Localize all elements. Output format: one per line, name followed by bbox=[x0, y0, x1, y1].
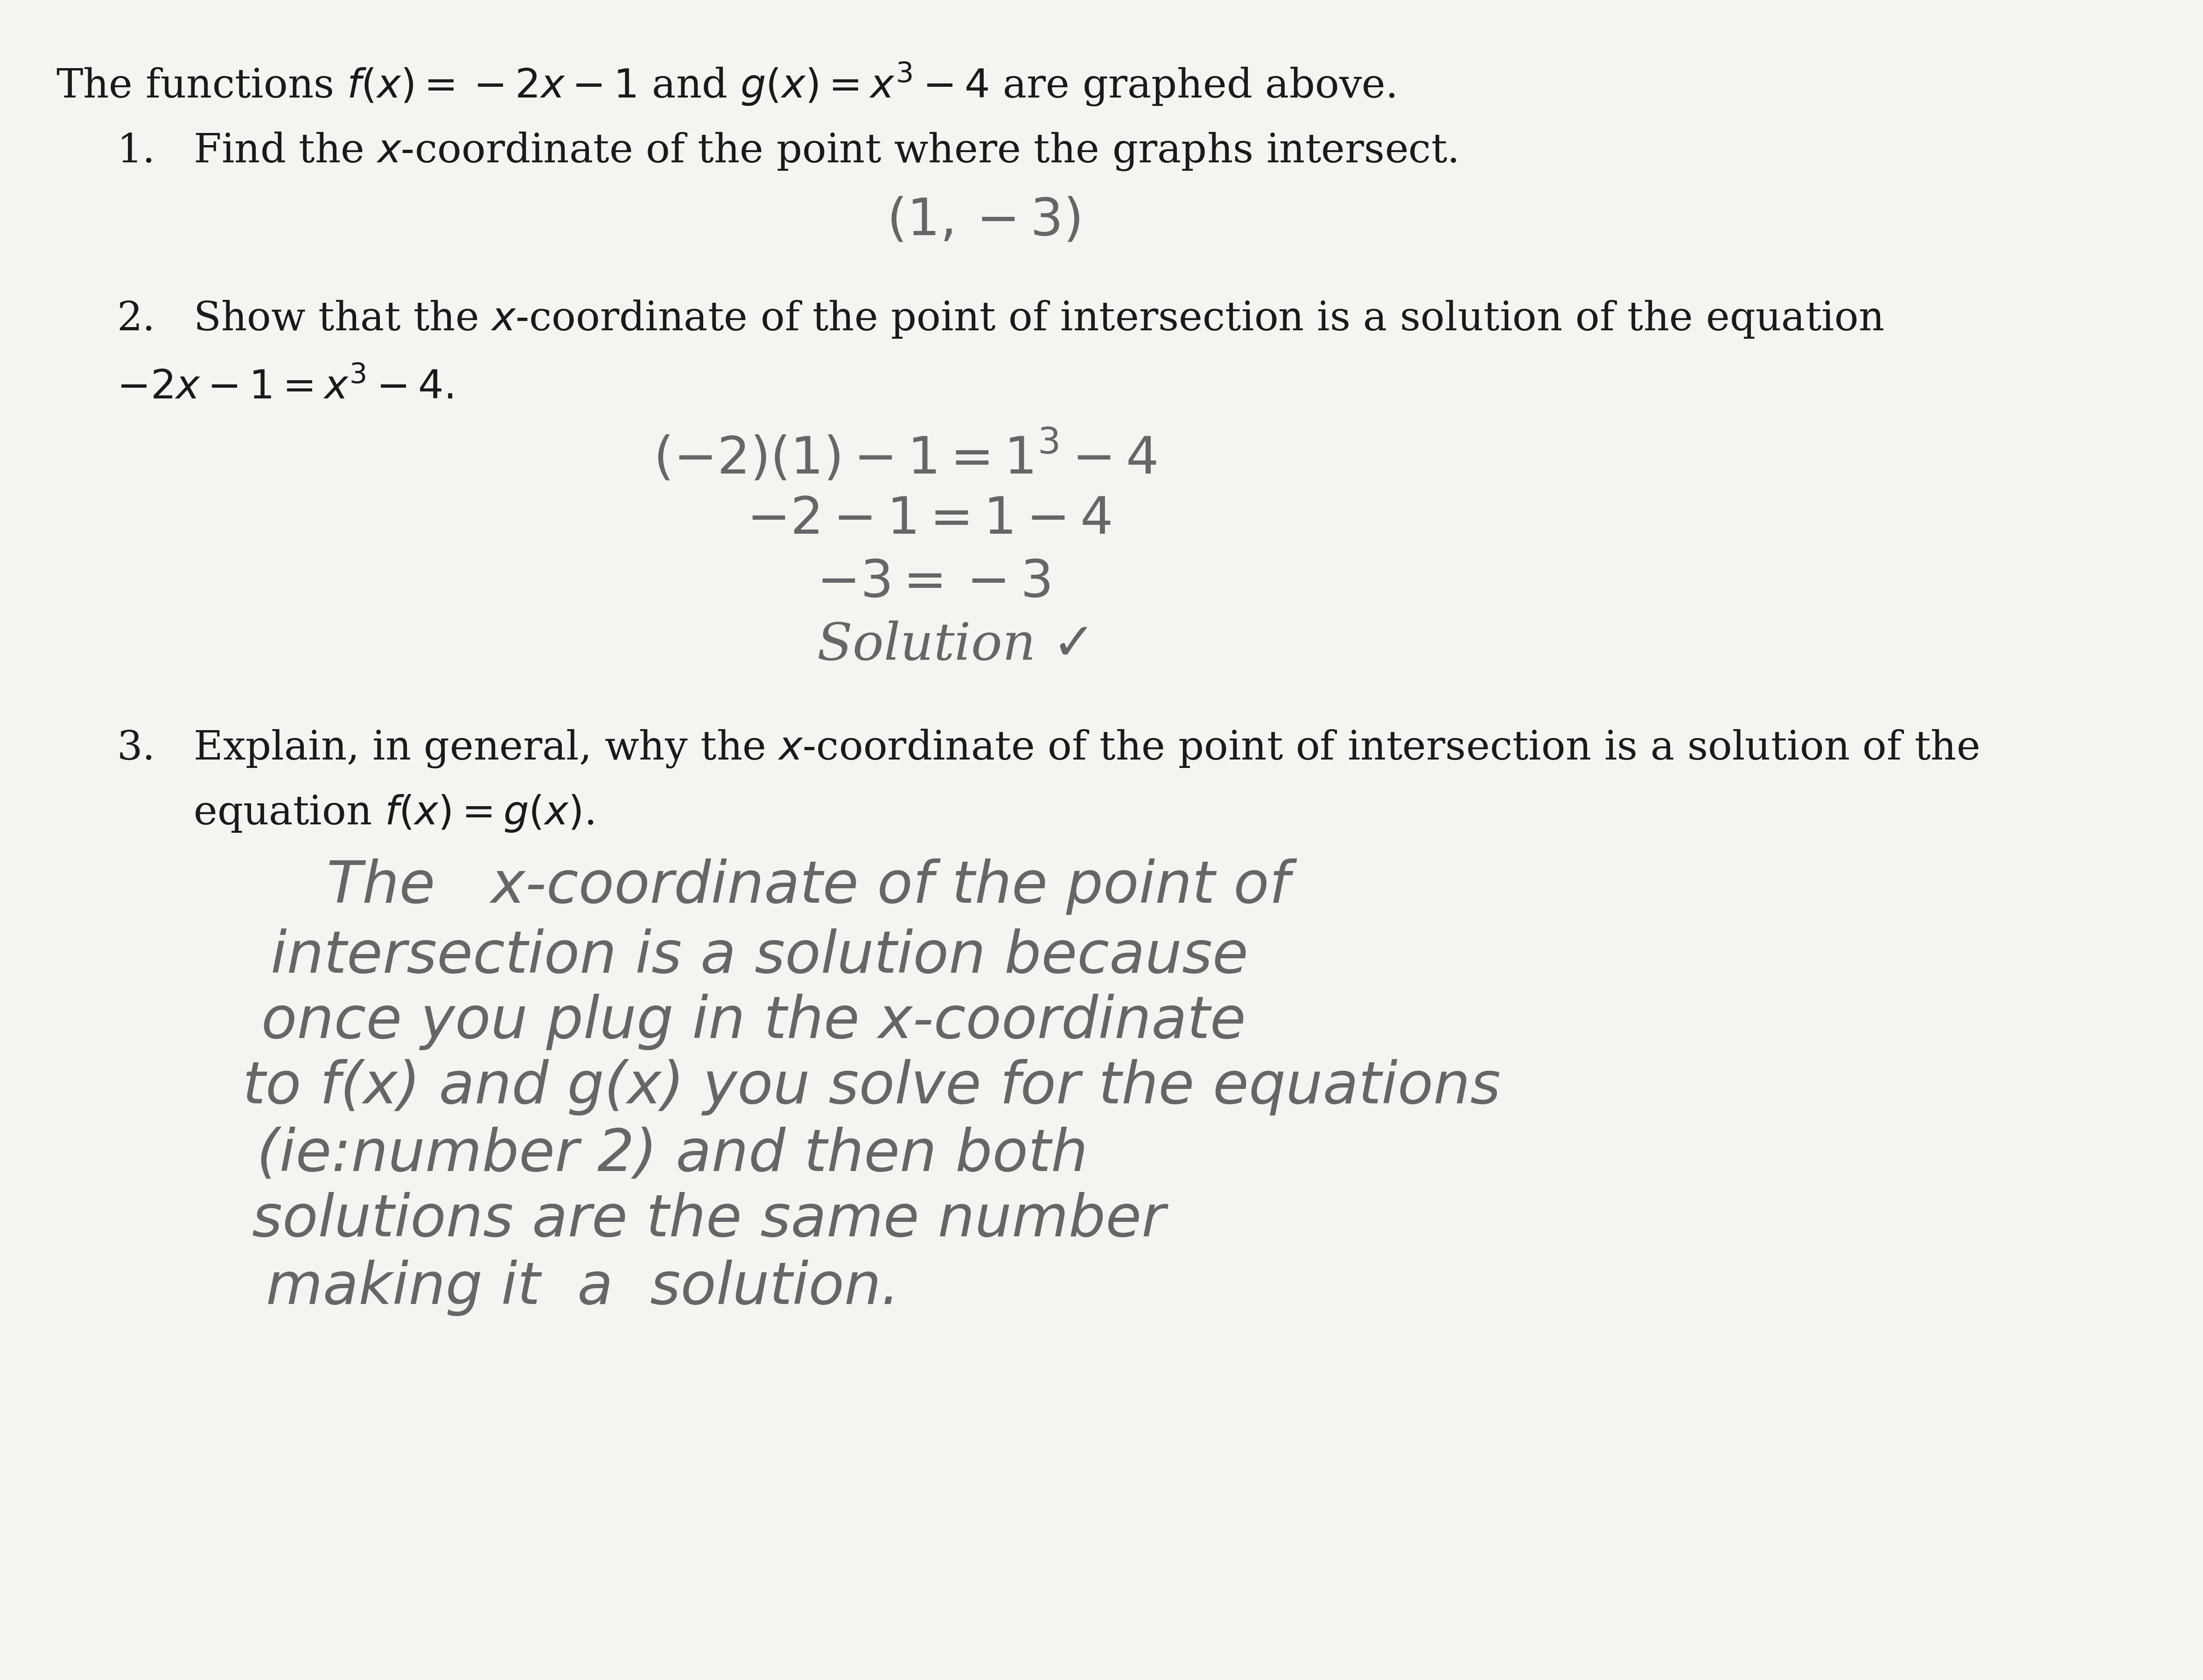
Text: equation $f(x) = g(x)$.: equation $f(x) = g(x)$. bbox=[117, 793, 595, 833]
Text: $-3 = -3$: $-3 = -3$ bbox=[817, 558, 1051, 608]
Text: (ie:number 2) and then both: (ie:number 2) and then both bbox=[258, 1127, 1088, 1183]
Text: 2.   Show that the $x$-coordinate of the point of intersection is a solution of : 2. Show that the $x$-coordinate of the p… bbox=[117, 299, 1884, 339]
Text: $(1, -3)$: $(1, -3)$ bbox=[886, 197, 1079, 245]
Text: making it  a  solution.: making it a solution. bbox=[267, 1260, 899, 1315]
Text: to f(x) and g(x) you solve for the equations: to f(x) and g(x) you solve for the equat… bbox=[242, 1058, 1500, 1116]
Text: intersection is a solution because: intersection is a solution because bbox=[271, 929, 1249, 984]
Text: solutions are the same number: solutions are the same number bbox=[251, 1193, 1165, 1248]
Text: The   x-coordinate of the point of: The x-coordinate of the point of bbox=[326, 858, 1289, 916]
Text: $(-2)(1) - 1 = 1^3 - 4$: $(-2)(1) - 1 = 1^3 - 4$ bbox=[654, 428, 1157, 486]
Text: 3.   Explain, in general, why the $x$-coordinate of the point of intersection is: 3. Explain, in general, why the $x$-coor… bbox=[117, 727, 1978, 769]
Text: Solution $\checkmark$: Solution $\checkmark$ bbox=[817, 620, 1088, 670]
Text: once you plug in the x-coordinate: once you plug in the x-coordinate bbox=[262, 995, 1247, 1050]
Text: 1.   Find the $x$-coordinate of the point where the graphs intersect.: 1. Find the $x$-coordinate of the point … bbox=[117, 131, 1456, 171]
Text: $-2 - 1 = 1 - 4$: $-2 - 1 = 1 - 4$ bbox=[747, 494, 1110, 544]
Text: $-2x - 1 = x^3 - 4.$: $-2x - 1 = x^3 - 4.$ bbox=[117, 368, 454, 407]
Text: The functions $f(x) = -2x - 1$ and $g(x) = x^3 - 4$ are graphed above.: The functions $f(x) = -2x - 1$ and $g(x)… bbox=[55, 60, 1394, 108]
